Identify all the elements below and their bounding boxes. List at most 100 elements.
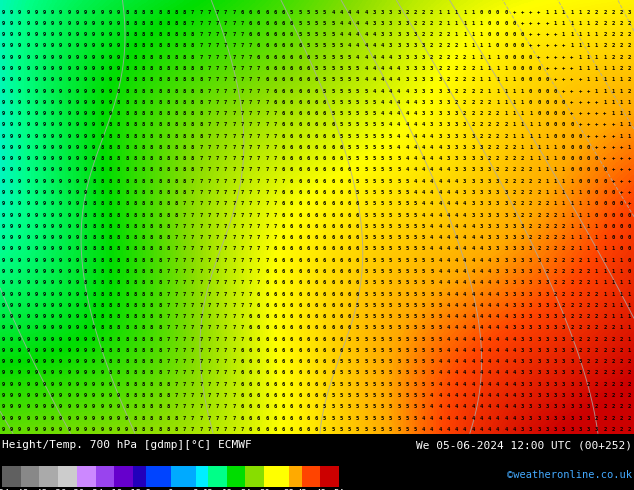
Text: 7: 7 <box>191 258 195 263</box>
Text: 8: 8 <box>84 280 87 285</box>
Text: 8: 8 <box>150 122 153 127</box>
Text: 8: 8 <box>183 100 186 105</box>
Text: 6: 6 <box>281 224 285 229</box>
Text: 9: 9 <box>1 156 5 161</box>
Text: 2: 2 <box>595 292 598 296</box>
Text: 7: 7 <box>249 168 252 172</box>
Text: 9: 9 <box>34 359 38 364</box>
Text: 2: 2 <box>438 66 442 71</box>
Text: 9: 9 <box>18 224 22 229</box>
Text: 4: 4 <box>455 416 458 420</box>
Text: 3: 3 <box>512 235 516 240</box>
Text: 7: 7 <box>224 55 228 60</box>
Text: 9: 9 <box>67 156 71 161</box>
Text: 6: 6 <box>339 280 343 285</box>
Text: 7: 7 <box>216 66 219 71</box>
Text: 9: 9 <box>59 122 63 127</box>
Text: 3: 3 <box>413 89 417 94</box>
Text: 6: 6 <box>306 325 310 330</box>
Text: 7: 7 <box>257 77 261 82</box>
Text: 9: 9 <box>59 10 63 15</box>
Text: 3: 3 <box>372 10 376 15</box>
Text: 9: 9 <box>1 122 5 127</box>
Text: 3: 3 <box>397 10 401 15</box>
Text: 8: 8 <box>150 280 153 285</box>
Text: 1: 1 <box>529 134 533 139</box>
Text: 2: 2 <box>488 100 491 105</box>
Text: 7: 7 <box>240 89 244 94</box>
Text: 3: 3 <box>463 190 467 195</box>
Text: 2: 2 <box>504 156 508 161</box>
Text: 8: 8 <box>158 55 162 60</box>
Text: 8: 8 <box>100 156 104 161</box>
Text: 1: 1 <box>545 190 549 195</box>
Text: 3: 3 <box>389 21 392 26</box>
Text: 6: 6 <box>298 44 302 49</box>
Text: 6: 6 <box>347 168 351 172</box>
Text: 7: 7 <box>207 201 211 206</box>
Text: 6: 6 <box>306 303 310 308</box>
Text: 1: 1 <box>586 235 590 240</box>
Text: 9: 9 <box>75 416 79 420</box>
Text: 9: 9 <box>18 393 22 398</box>
Text: 48: 48 <box>315 489 326 490</box>
Text: 0: 0 <box>504 21 508 26</box>
Text: 3: 3 <box>471 134 475 139</box>
Text: 3: 3 <box>422 66 425 71</box>
Text: +: + <box>628 168 631 172</box>
Text: 9: 9 <box>75 190 79 195</box>
Text: 8: 8 <box>117 179 120 184</box>
Text: 2: 2 <box>562 292 566 296</box>
Text: 2: 2 <box>455 44 458 49</box>
Text: 6: 6 <box>298 280 302 285</box>
Text: 2: 2 <box>628 427 631 432</box>
Text: 3: 3 <box>578 359 582 364</box>
Text: 5: 5 <box>372 280 376 285</box>
Text: 1: 1 <box>570 190 574 195</box>
Text: 4: 4 <box>380 89 384 94</box>
Text: 7: 7 <box>224 44 228 49</box>
Text: 8: 8 <box>117 359 120 364</box>
Text: 2: 2 <box>529 224 533 229</box>
Text: 5: 5 <box>389 314 392 319</box>
Text: 6: 6 <box>265 280 269 285</box>
Text: -18: -18 <box>107 489 122 490</box>
Text: 7: 7 <box>207 168 211 172</box>
Text: 9: 9 <box>1 404 5 409</box>
Text: 3: 3 <box>422 100 425 105</box>
Text: 9: 9 <box>75 156 79 161</box>
Text: 7: 7 <box>265 179 269 184</box>
Text: 8: 8 <box>133 416 137 420</box>
Text: 9: 9 <box>67 21 71 26</box>
Text: 7: 7 <box>240 213 244 218</box>
Text: 2: 2 <box>611 337 615 342</box>
Text: 3: 3 <box>496 224 500 229</box>
Text: 9: 9 <box>1 269 5 274</box>
Text: 4: 4 <box>471 235 475 240</box>
Text: 9: 9 <box>10 314 13 319</box>
Text: 2: 2 <box>578 280 582 285</box>
Text: 7: 7 <box>232 190 236 195</box>
Text: 9: 9 <box>26 145 30 150</box>
Text: 6: 6 <box>306 66 310 71</box>
Text: 1: 1 <box>603 269 607 274</box>
Text: 9: 9 <box>26 213 30 218</box>
Text: 9: 9 <box>100 370 104 375</box>
Text: 4: 4 <box>438 213 442 218</box>
Text: 9: 9 <box>108 44 112 49</box>
Text: 7: 7 <box>240 179 244 184</box>
Text: 4: 4 <box>422 190 425 195</box>
Text: 6: 6 <box>249 427 252 432</box>
Text: 3: 3 <box>562 359 566 364</box>
Text: 6: 6 <box>323 314 327 319</box>
Text: 7: 7 <box>207 258 211 263</box>
Text: +: + <box>603 122 607 127</box>
Text: 6: 6 <box>298 427 302 432</box>
Text: 9: 9 <box>1 348 5 353</box>
Text: 8: 8 <box>141 55 145 60</box>
Text: 9: 9 <box>117 404 120 409</box>
Text: 4: 4 <box>438 246 442 251</box>
Text: 8: 8 <box>133 100 137 105</box>
Text: 3: 3 <box>537 258 541 263</box>
Text: 3: 3 <box>545 292 549 296</box>
